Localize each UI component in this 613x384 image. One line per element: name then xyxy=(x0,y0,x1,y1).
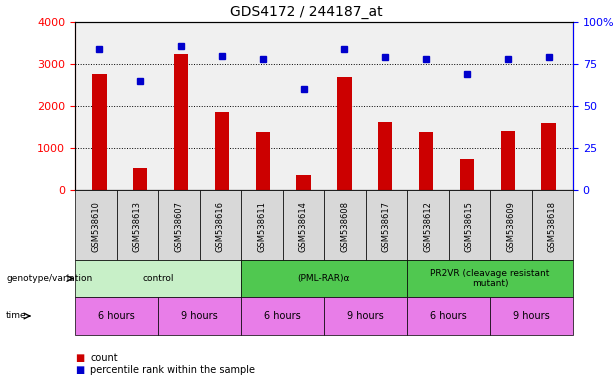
Text: GSM538611: GSM538611 xyxy=(257,202,266,252)
Bar xyxy=(133,168,148,190)
Bar xyxy=(174,53,188,190)
Bar xyxy=(419,132,433,190)
Text: percentile rank within the sample: percentile rank within the sample xyxy=(90,365,256,375)
Text: GSM538615: GSM538615 xyxy=(465,202,474,252)
Bar xyxy=(297,175,311,190)
Text: (PML-RAR)α: (PML-RAR)α xyxy=(298,274,350,283)
Bar xyxy=(378,122,392,190)
Text: time: time xyxy=(6,311,27,321)
Text: genotype/variation: genotype/variation xyxy=(6,274,93,283)
Text: GSM538618: GSM538618 xyxy=(548,201,557,252)
Text: 6 hours: 6 hours xyxy=(98,311,135,321)
Bar xyxy=(93,74,107,190)
Bar xyxy=(541,123,555,190)
Text: count: count xyxy=(90,353,118,363)
Bar xyxy=(256,132,270,190)
Text: control: control xyxy=(142,274,173,283)
Text: PR2VR (cleavage resistant
mutant): PR2VR (cleavage resistant mutant) xyxy=(430,269,550,288)
Bar xyxy=(501,131,515,190)
Text: GSM538614: GSM538614 xyxy=(299,202,308,252)
Bar xyxy=(337,78,351,190)
Bar xyxy=(460,159,474,190)
Text: 6 hours: 6 hours xyxy=(264,311,301,321)
Text: 9 hours: 9 hours xyxy=(513,311,550,321)
Text: ■: ■ xyxy=(75,365,84,375)
Text: 9 hours: 9 hours xyxy=(347,311,384,321)
Text: ■: ■ xyxy=(75,353,84,363)
Text: GSM538610: GSM538610 xyxy=(91,202,101,252)
Text: GSM538613: GSM538613 xyxy=(133,201,142,252)
Text: GDS4172 / 244187_at: GDS4172 / 244187_at xyxy=(230,5,383,19)
Text: 9 hours: 9 hours xyxy=(181,311,218,321)
Bar xyxy=(215,112,229,190)
Text: GSM538608: GSM538608 xyxy=(340,201,349,252)
Text: GSM538609: GSM538609 xyxy=(506,202,516,252)
Text: GSM538616: GSM538616 xyxy=(216,201,225,252)
Text: 6 hours: 6 hours xyxy=(430,311,467,321)
Text: GSM538612: GSM538612 xyxy=(423,202,432,252)
Text: GSM538607: GSM538607 xyxy=(174,201,183,252)
Text: GSM538617: GSM538617 xyxy=(382,201,390,252)
